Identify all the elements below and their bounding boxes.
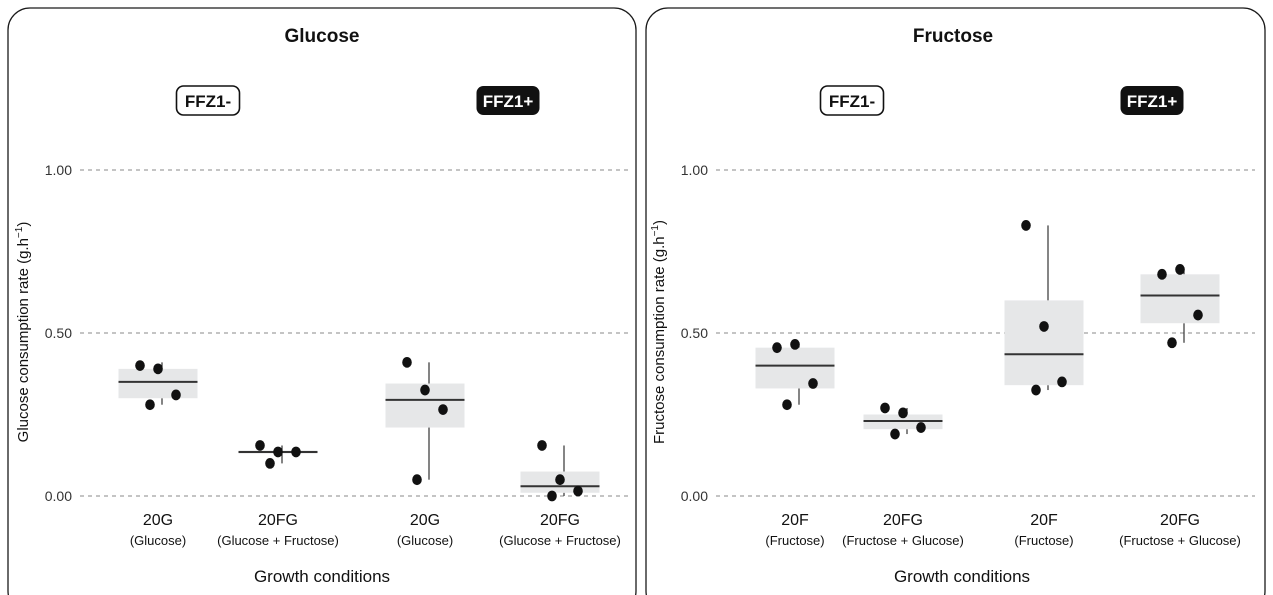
group-badge-bg: [175, 85, 241, 116]
group-badge: FFZ1+: [1120, 86, 1184, 115]
data-point: [438, 404, 448, 416]
group-badge-label: FFZ1+: [483, 92, 534, 111]
data-point: [265, 458, 275, 469]
group-badge: FFZ1-: [819, 85, 885, 116]
data-point: [555, 474, 565, 486]
data-point: [171, 389, 181, 401]
data-point: [890, 428, 900, 440]
data-point: [898, 407, 908, 419]
boxplot-2: [385, 356, 465, 486]
boxplot-1: [863, 402, 943, 440]
data-point: [1057, 376, 1067, 388]
group-badge-label: FFZ1-: [185, 92, 231, 111]
data-point: [537, 440, 547, 451]
iqr-box: [755, 347, 835, 389]
boxplot-1: [238, 440, 318, 469]
data-point: [255, 440, 265, 451]
y-tick-label: 0.00: [681, 488, 708, 504]
glucose-panel: Glucose FFZ1- FFZ1+ 0.00 0.50 1.00 20G (Gluc…: [7, 7, 637, 595]
data-point: [880, 402, 890, 414]
data-point: [573, 485, 583, 497]
x-category-label: 20FG: [258, 512, 298, 529]
data-point: [135, 360, 145, 371]
data-point: [412, 474, 422, 486]
fructose-panel: Fructose FFZ1- FFZ1+ 0.00 0.50 1.00 20F (Fru…: [645, 7, 1266, 595]
data-point: [1167, 337, 1177, 349]
data-point: [1175, 264, 1185, 275]
x-axis-label: Growth conditions: [254, 567, 390, 586]
data-point: [547, 490, 557, 502]
data-point: [1021, 220, 1031, 231]
panel-title: Fructose: [913, 26, 993, 47]
iqr-box: [1004, 300, 1084, 386]
group-badge: FFZ1-: [175, 85, 241, 116]
panel-frame: [7, 7, 637, 595]
x-category-sublabel: (Fructose + Glucose): [842, 533, 964, 548]
data-point: [916, 422, 926, 433]
boxplot-0: [755, 339, 835, 411]
x-category-sublabel: (Glucose + Fructose): [217, 533, 339, 548]
iqr-box: [1140, 274, 1220, 324]
data-point: [402, 356, 412, 368]
boxplot-3: [520, 440, 600, 502]
data-point: [1031, 384, 1041, 396]
y-tick-label: 1.00: [681, 162, 708, 178]
x-category-sublabel: (Fructose + Glucose): [1119, 533, 1241, 548]
y-tick-label: 1.00: [45, 162, 72, 178]
data-point: [153, 363, 163, 375]
y-tick-label: 0.50: [45, 325, 72, 341]
data-point: [420, 384, 430, 396]
y-tick-label: 0.50: [681, 325, 708, 341]
x-category-label: 20F: [1030, 512, 1058, 529]
y-axis-label: Fructose consumption rate (g.h−1): [650, 220, 668, 444]
group-badge-bg: [819, 85, 885, 116]
x-category-sublabel: (Glucose): [397, 533, 453, 548]
data-point: [790, 339, 800, 350]
x-category-sublabel: (Glucose): [130, 533, 186, 548]
panel-frame: [645, 7, 1266, 595]
x-category-label: 20G: [143, 512, 173, 529]
data-point: [1157, 268, 1167, 280]
group-badge-bg: [476, 86, 540, 115]
group-badge-label: FFZ1+: [1127, 92, 1178, 111]
x-category-label: 20F: [781, 512, 809, 529]
group-badge: FFZ1+: [476, 86, 540, 115]
data-point: [782, 399, 792, 411]
x-category-sublabel: (Fructose): [765, 533, 824, 548]
y-axis-label: Glucose consumption rate (g.h−1): [14, 222, 32, 443]
x-category-sublabel: (Fructose): [1014, 533, 1073, 548]
x-category-sublabel: (Glucose + Fructose): [499, 533, 621, 548]
x-category-label: 20FG: [1160, 512, 1200, 529]
data-point: [1039, 321, 1049, 332]
data-point: [772, 342, 782, 354]
boxplot-3: [1140, 264, 1220, 349]
group-badge-bg: [1120, 86, 1184, 115]
data-point: [145, 399, 155, 411]
x-category-label: 20G: [410, 512, 440, 529]
boxplot-2: [1004, 220, 1084, 396]
data-point: [291, 446, 301, 458]
panel-title: Glucose: [285, 26, 360, 47]
x-category-label: 20FG: [540, 512, 580, 529]
x-axis-label: Growth conditions: [894, 567, 1030, 586]
data-point: [808, 378, 818, 389]
y-tick-label: 0.00: [45, 488, 72, 504]
data-point: [273, 446, 283, 458]
x-category-label: 20FG: [883, 512, 923, 529]
group-badge-label: FFZ1-: [829, 92, 875, 111]
data-point: [1193, 309, 1203, 321]
boxplot-0: [118, 360, 198, 411]
